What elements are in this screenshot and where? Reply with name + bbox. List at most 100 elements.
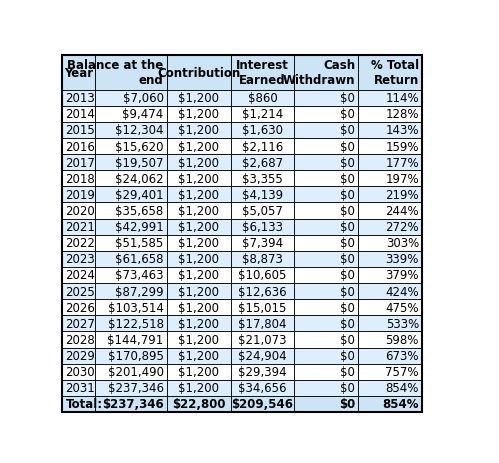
Text: 2029: 2029 [65, 349, 95, 362]
Bar [62, 139, 95, 155]
Text: $1,200: $1,200 [178, 285, 219, 298]
Text: $35,658: $35,658 [115, 205, 164, 218]
Bar [358, 219, 422, 235]
Bar [95, 267, 167, 283]
Bar [358, 155, 422, 171]
Text: Interest
Earned: Interest Earned [236, 59, 289, 87]
Bar [231, 139, 294, 155]
Bar [294, 364, 358, 380]
Bar [294, 396, 358, 412]
Bar [294, 316, 358, 332]
Text: 2024: 2024 [65, 269, 95, 282]
Text: $10,605: $10,605 [239, 269, 287, 282]
Bar [62, 90, 95, 106]
Text: 2031: 2031 [65, 382, 95, 394]
Text: $0: $0 [340, 205, 355, 218]
Bar [167, 171, 231, 187]
Bar [95, 90, 167, 106]
Bar [62, 123, 95, 139]
Bar [62, 187, 95, 203]
Bar [231, 332, 294, 348]
Text: 159%: 159% [385, 140, 419, 153]
Bar [358, 139, 422, 155]
Bar [231, 90, 294, 106]
Bar [167, 348, 231, 364]
Text: 2027: 2027 [65, 317, 95, 330]
Text: 2018: 2018 [65, 172, 95, 185]
Bar [62, 396, 95, 412]
Text: 2020: 2020 [65, 205, 95, 218]
Text: $6,133: $6,133 [242, 221, 283, 234]
Bar [167, 316, 231, 332]
Bar [294, 90, 358, 106]
Text: $1,200: $1,200 [178, 221, 219, 234]
Text: $0: $0 [340, 221, 355, 234]
Bar [358, 348, 422, 364]
Bar [167, 396, 231, 412]
Text: 2028: 2028 [65, 333, 95, 346]
Bar [167, 235, 231, 251]
Text: $8,873: $8,873 [242, 253, 283, 266]
Text: $122,518: $122,518 [108, 317, 164, 330]
Text: Cash
Withdrawn: Cash Withdrawn [282, 59, 355, 87]
Text: 177%: 177% [385, 156, 419, 169]
Text: 339%: 339% [386, 253, 419, 266]
Bar [231, 123, 294, 139]
Text: $12,636: $12,636 [238, 285, 287, 298]
Text: $1,200: $1,200 [178, 317, 219, 330]
Bar [231, 348, 294, 364]
Bar [358, 332, 422, 348]
Text: 2022: 2022 [65, 237, 95, 250]
Bar [62, 106, 95, 123]
Text: $0: $0 [340, 188, 355, 201]
Bar [95, 348, 167, 364]
Text: 2014: 2014 [65, 108, 95, 121]
Text: $0: $0 [340, 108, 355, 121]
Text: 854%: 854% [386, 382, 419, 394]
Text: $1,200: $1,200 [178, 333, 219, 346]
Text: $0: $0 [340, 382, 355, 394]
Bar [294, 251, 358, 267]
Bar [62, 56, 95, 90]
Text: $1,200: $1,200 [178, 108, 219, 121]
Text: 2015: 2015 [65, 124, 95, 137]
Bar [294, 267, 358, 283]
Text: $73,463: $73,463 [115, 269, 164, 282]
Text: Balance at the
end: Balance at the end [67, 59, 164, 87]
Text: $61,658: $61,658 [115, 253, 164, 266]
Text: $144,791: $144,791 [107, 333, 164, 346]
Bar [167, 380, 231, 396]
Text: $0: $0 [340, 237, 355, 250]
Text: $0: $0 [340, 253, 355, 266]
Text: $2,687: $2,687 [242, 156, 283, 169]
Text: $0: $0 [340, 124, 355, 137]
Bar [294, 380, 358, 396]
Bar [294, 139, 358, 155]
Bar [167, 283, 231, 300]
Text: $19,507: $19,507 [115, 156, 164, 169]
Text: $1,200: $1,200 [178, 205, 219, 218]
Bar [231, 380, 294, 396]
Bar [95, 203, 167, 219]
Bar [294, 171, 358, 187]
Text: $4,139: $4,139 [242, 188, 283, 201]
Text: 272%: 272% [385, 221, 419, 234]
Text: Year: Year [64, 67, 93, 80]
Text: $0: $0 [340, 92, 355, 105]
Bar [95, 300, 167, 316]
Text: 475%: 475% [385, 301, 419, 314]
Text: 2021: 2021 [65, 221, 95, 234]
Text: 2016: 2016 [65, 140, 95, 153]
Bar [62, 364, 95, 380]
Text: $24,062: $24,062 [115, 172, 164, 185]
Text: $0: $0 [340, 333, 355, 346]
Bar [167, 267, 231, 283]
Text: 598%: 598% [386, 333, 419, 346]
Text: $0: $0 [340, 317, 355, 330]
Text: $7,394: $7,394 [242, 237, 283, 250]
Text: 143%: 143% [385, 124, 419, 137]
Bar [95, 283, 167, 300]
Bar [95, 396, 167, 412]
Bar [358, 316, 422, 332]
Text: $15,620: $15,620 [115, 140, 164, 153]
